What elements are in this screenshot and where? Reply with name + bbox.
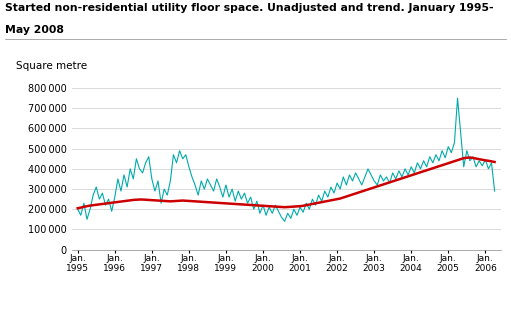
Line: Non-residential utility floor space,
trend: Non-residential utility floor space, tre… xyxy=(78,158,495,208)
Non-residential utility floor space,
trend xyxy=(235,202,241,206)
Non-residential utility floor space,
trend xyxy=(411,173,417,176)
Line: Non-residential utility floor space,
unadjusted: Non-residential utility floor space, una… xyxy=(78,98,495,221)
Non-residential utility floor space,
trend xyxy=(414,171,421,175)
Non-residential utility floor space,
unadjusted xyxy=(421,159,427,163)
Non-residential utility floor space,
unadjusted xyxy=(492,189,498,193)
Non-residential utility floor space,
trend xyxy=(492,160,498,164)
Text: May 2008: May 2008 xyxy=(5,25,64,35)
Non-residential utility floor space,
unadjusted xyxy=(417,167,424,171)
Non-residential utility floor space,
unadjusted xyxy=(454,96,460,100)
Non-residential utility floor space,
unadjusted xyxy=(235,189,241,193)
Non-residential utility floor space,
trend xyxy=(470,156,476,160)
Non-residential utility floor space,
unadjusted xyxy=(473,165,479,169)
Text: Square metre: Square metre xyxy=(16,61,87,71)
Non-residential utility floor space,
unadjusted xyxy=(414,161,421,165)
Legend: Non-residential utility floor space,
unadjusted, Non-residential utility floor s: Non-residential utility floor space, una… xyxy=(91,309,481,312)
Non-residential utility floor space,
unadjusted xyxy=(124,185,130,189)
Non-residential utility floor space,
trend xyxy=(75,206,81,210)
Non-residential utility floor space,
trend xyxy=(417,170,424,174)
Non-residential utility floor space,
trend xyxy=(124,199,130,202)
Non-residential utility floor space,
unadjusted xyxy=(75,207,81,211)
Non-residential utility floor space,
unadjusted xyxy=(282,219,288,223)
Non-residential utility floor space,
trend xyxy=(467,156,473,159)
Text: Started non-residential utility floor space. Unadjusted and trend. January 1995-: Started non-residential utility floor sp… xyxy=(5,3,494,13)
